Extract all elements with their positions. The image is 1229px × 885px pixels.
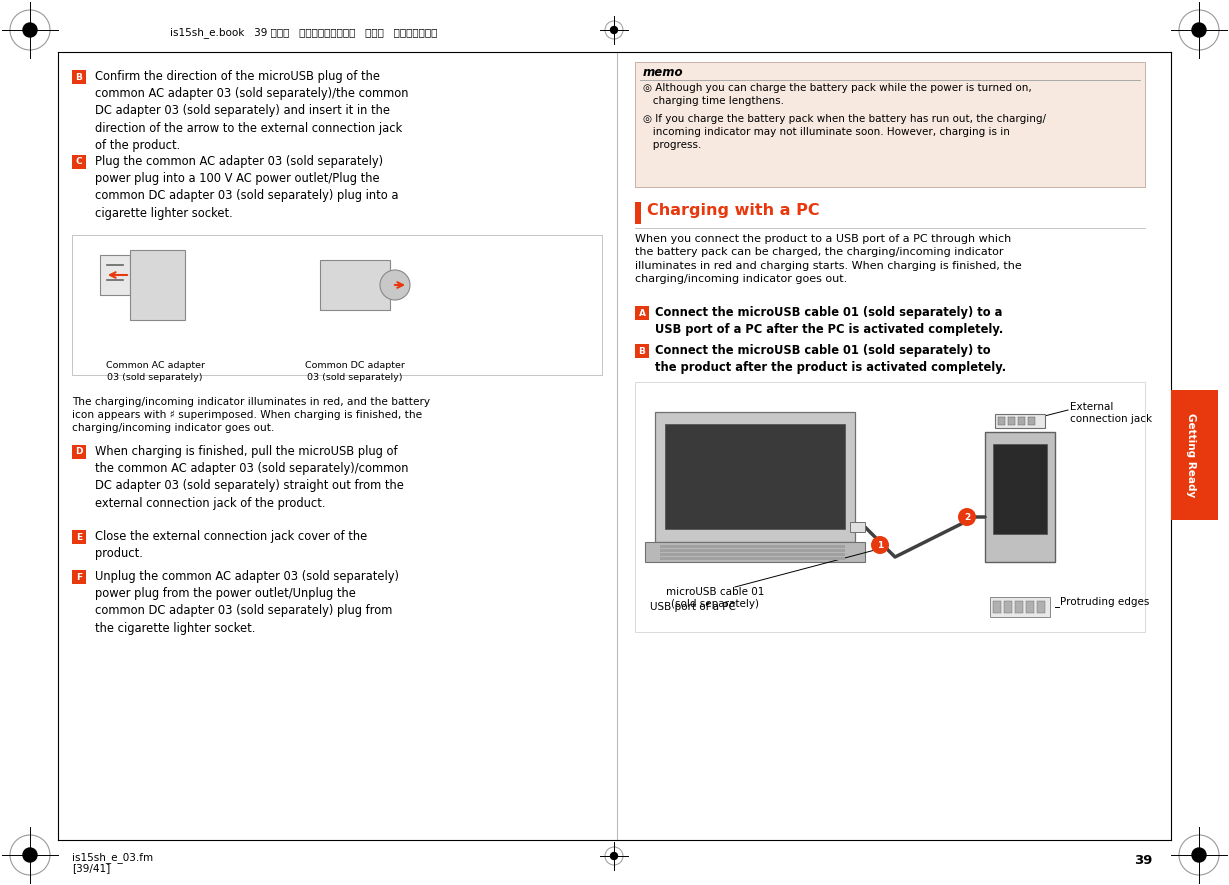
Circle shape	[23, 848, 37, 862]
Text: D: D	[75, 448, 82, 457]
Text: A: A	[639, 309, 645, 318]
Circle shape	[1192, 23, 1206, 37]
Text: 39: 39	[1133, 853, 1152, 866]
Text: ◎ If you charge the battery pack when the battery has run out, the charging/
   : ◎ If you charge the battery pack when th…	[643, 114, 1046, 150]
Text: Connect the microUSB cable 01 (sold separately) to
the product after the product: Connect the microUSB cable 01 (sold sepa…	[655, 344, 1007, 374]
Text: is15sh_e_03.fm: is15sh_e_03.fm	[73, 852, 154, 864]
Circle shape	[871, 536, 889, 554]
Bar	[850, 522, 865, 532]
Text: When you connect the product to a USB port of a PC through which
the battery pac: When you connect the product to a USB po…	[635, 234, 1021, 284]
Text: 03 (sold separately): 03 (sold separately)	[107, 373, 203, 382]
Bar	[1015, 601, 1023, 613]
Text: When charging is finished, pull the microUSB plug of
the common AC adapter 03 (s: When charging is finished, pull the micr…	[95, 445, 408, 510]
Bar	[984, 432, 1054, 562]
Bar	[635, 382, 1145, 632]
Circle shape	[611, 852, 617, 859]
Bar	[1171, 390, 1218, 520]
Circle shape	[23, 23, 37, 37]
Text: B: B	[75, 73, 82, 81]
Text: microUSB cable 01
(sold separately): microUSB cable 01 (sold separately)	[666, 587, 764, 610]
Bar	[635, 344, 649, 358]
Bar	[73, 530, 86, 544]
Text: The charging/incoming indicator illuminates in red, and the battery
icon appears: The charging/incoming indicator illumina…	[73, 397, 430, 433]
Bar	[1018, 417, 1025, 425]
Bar	[130, 250, 186, 320]
Bar	[73, 235, 602, 375]
Text: memo: memo	[643, 66, 683, 79]
Bar	[665, 424, 846, 529]
Bar	[995, 414, 1045, 428]
Text: 1: 1	[876, 541, 884, 550]
Circle shape	[1192, 848, 1206, 862]
Text: 2: 2	[964, 512, 970, 521]
Text: E: E	[76, 533, 82, 542]
Bar	[635, 306, 649, 320]
Bar	[1026, 601, 1034, 613]
Bar	[1008, 417, 1015, 425]
Circle shape	[957, 508, 976, 526]
Text: Confirm the direction of the microUSB plug of the
common AC adapter 03 (sold sep: Confirm the direction of the microUSB pl…	[95, 70, 408, 152]
Text: Common AC adapter: Common AC adapter	[106, 361, 204, 370]
Bar	[100, 255, 130, 295]
Text: External
connection jack: External connection jack	[1070, 402, 1152, 425]
Bar	[998, 417, 1005, 425]
Circle shape	[380, 270, 410, 300]
Bar	[660, 549, 846, 552]
Bar	[1004, 601, 1011, 613]
Bar	[655, 412, 855, 542]
Bar	[635, 202, 642, 224]
Bar	[1027, 417, 1035, 425]
Text: Protruding edges: Protruding edges	[1059, 597, 1149, 607]
Bar	[660, 553, 846, 556]
Bar	[73, 70, 86, 84]
Text: Common DC adapter: Common DC adapter	[305, 361, 404, 370]
Text: is15sh_e.book   39 ページ   ２０１２年６月８日   金曜日   午後３時５４分: is15sh_e.book 39 ページ ２０１２年６月８日 金曜日 午後３時５…	[170, 27, 438, 38]
Bar	[645, 542, 865, 562]
Text: C: C	[76, 158, 82, 166]
Bar	[73, 155, 86, 169]
Bar	[73, 570, 86, 584]
Bar	[993, 601, 1000, 613]
Circle shape	[611, 27, 617, 34]
Text: Connect the microUSB cable 01 (sold separately) to a
USB port of a PC after the : Connect the microUSB cable 01 (sold sepa…	[655, 306, 1003, 336]
Bar	[660, 557, 846, 560]
Bar	[635, 62, 1145, 187]
Text: 03 (sold separately): 03 (sold separately)	[307, 373, 403, 382]
Text: ◎ Although you can charge the battery pack while the power is turned on,
   char: ◎ Although you can charge the battery pa…	[643, 83, 1032, 106]
Text: Plug the common AC adapter 03 (sold separately)
power plug into a 100 V AC power: Plug the common AC adapter 03 (sold sepa…	[95, 155, 398, 219]
Text: [39/41]: [39/41]	[73, 863, 111, 873]
Bar	[73, 445, 86, 459]
Text: Close the external connection jack cover of the
product.: Close the external connection jack cover…	[95, 530, 367, 560]
Text: Charging with a PC: Charging with a PC	[646, 203, 820, 218]
Text: Unplug the common AC adapter 03 (sold separately)
power plug from the power outl: Unplug the common AC adapter 03 (sold se…	[95, 570, 399, 635]
Text: B: B	[639, 347, 645, 356]
Bar	[993, 444, 1047, 534]
Text: Getting Ready: Getting Ready	[1186, 413, 1196, 497]
Bar	[320, 260, 390, 310]
Text: F: F	[76, 573, 82, 581]
Text: USB port of a PC: USB port of a PC	[650, 602, 736, 612]
Bar	[1037, 601, 1045, 613]
Bar	[991, 597, 1050, 617]
Bar	[660, 545, 846, 548]
